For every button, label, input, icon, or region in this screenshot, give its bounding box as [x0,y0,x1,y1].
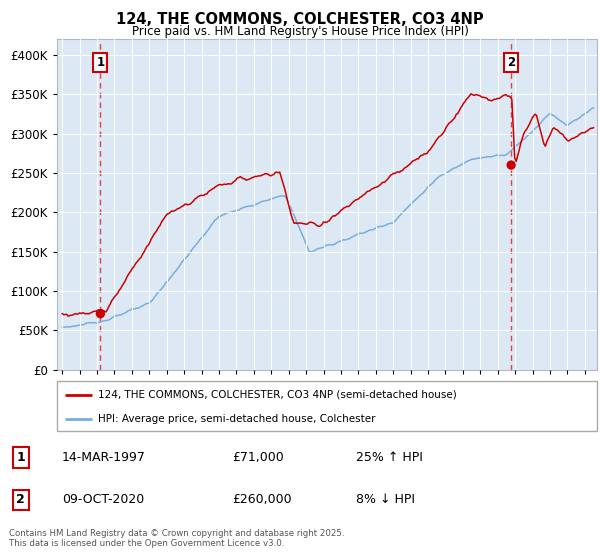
Text: 2: 2 [507,57,515,69]
Text: 2: 2 [16,493,25,506]
Text: Contains HM Land Registry data © Crown copyright and database right 2025.
This d: Contains HM Land Registry data © Crown c… [9,529,344,548]
Point [95,309,105,318]
Text: 8% ↓ HPI: 8% ↓ HPI [356,493,415,506]
Point [506,161,516,170]
Text: £71,000: £71,000 [232,451,284,464]
Text: Price paid vs. HM Land Registry's House Price Index (HPI): Price paid vs. HM Land Registry's House … [131,25,469,38]
Text: 124, THE COMMONS, COLCHESTER, CO3 4NP (semi-detached house): 124, THE COMMONS, COLCHESTER, CO3 4NP (s… [97,390,456,400]
FancyBboxPatch shape [57,381,597,431]
Text: HPI: Average price, semi-detached house, Colchester: HPI: Average price, semi-detached house,… [97,414,375,423]
Text: 124, THE COMMONS, COLCHESTER, CO3 4NP: 124, THE COMMONS, COLCHESTER, CO3 4NP [116,12,484,27]
Text: 1: 1 [97,57,104,69]
Text: 1: 1 [16,451,25,464]
Text: £260,000: £260,000 [232,493,292,506]
Text: 25% ↑ HPI: 25% ↑ HPI [356,451,423,464]
Text: 09-OCT-2020: 09-OCT-2020 [62,493,144,506]
Text: 14-MAR-1997: 14-MAR-1997 [62,451,146,464]
